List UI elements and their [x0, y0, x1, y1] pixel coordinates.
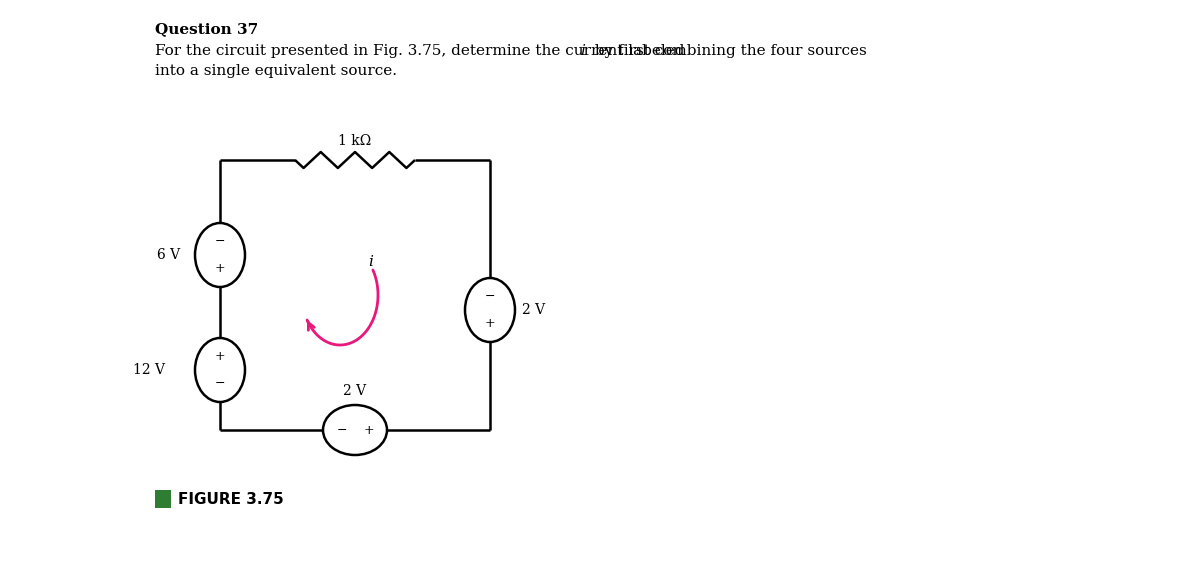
Text: by first combining the four sources: by first combining the four sources — [590, 44, 866, 58]
Text: FIGURE 3.75: FIGURE 3.75 — [178, 492, 283, 506]
Text: i: i — [580, 44, 584, 58]
Text: Question 37: Question 37 — [155, 22, 258, 36]
Text: +: + — [364, 424, 373, 437]
Text: +: + — [485, 317, 496, 330]
Text: −: − — [215, 377, 226, 390]
Text: 12 V: 12 V — [133, 363, 166, 377]
Bar — [155, 490, 172, 508]
Text: For the circuit presented in Fig. 3.75, determine the current labeled: For the circuit presented in Fig. 3.75, … — [155, 44, 689, 58]
Text: −: − — [215, 235, 226, 248]
Text: −: − — [485, 290, 496, 303]
Text: +: + — [215, 262, 226, 275]
Text: into a single equivalent source.: into a single equivalent source. — [155, 64, 397, 78]
Text: i: i — [368, 255, 373, 269]
Text: +: + — [215, 350, 226, 363]
Text: 6 V: 6 V — [157, 248, 180, 262]
Text: −: − — [336, 424, 347, 437]
Text: 2 V: 2 V — [343, 384, 366, 398]
Text: 2 V: 2 V — [522, 303, 545, 317]
Text: 1 kΩ: 1 kΩ — [338, 134, 372, 148]
